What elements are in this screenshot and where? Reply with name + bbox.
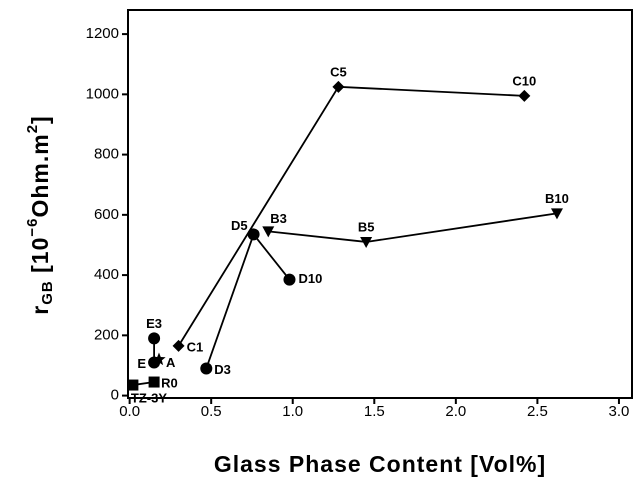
point-label: A	[166, 355, 176, 370]
point-label: R0	[161, 375, 178, 390]
point-label: C10	[512, 73, 536, 88]
point	[518, 89, 531, 102]
x-tick-label: 2.0	[445, 403, 466, 420]
point-label: C1	[187, 339, 204, 354]
point	[550, 208, 563, 220]
y-tick-label: 400	[94, 266, 119, 283]
point-label: D3	[214, 362, 231, 377]
point	[247, 228, 260, 241]
y-label-part: ]	[27, 115, 53, 124]
point-label: D5	[231, 218, 248, 233]
point-label: E3	[146, 316, 162, 331]
x-tick-label: 1.0	[282, 403, 303, 420]
y-label-sup: −6	[24, 218, 41, 237]
y-label-base: r	[27, 305, 53, 315]
point	[148, 376, 160, 388]
point-label: TZ-3Y	[131, 390, 167, 405]
y-tick-label: 1000	[86, 85, 119, 102]
point-label: C5	[330, 64, 347, 79]
y-label-sup: 2	[24, 124, 41, 133]
y-label-sub: GB	[39, 280, 56, 305]
point-label: B10	[545, 191, 569, 206]
x-tick-label: 0.5	[201, 403, 222, 420]
y-label-part: [10	[27, 237, 53, 281]
point	[200, 362, 213, 375]
point-label: D10	[298, 271, 322, 286]
point	[283, 273, 296, 286]
point	[127, 379, 139, 391]
y-tick-label: 200	[94, 326, 119, 343]
point	[262, 226, 275, 238]
x-axis-label: Glass Phase Content [Vol%]	[214, 451, 546, 477]
x-tick-label: 0.0	[119, 403, 140, 420]
point-label: B5	[358, 219, 375, 234]
x-tick-label: 2.5	[527, 403, 548, 420]
point	[152, 352, 166, 366]
series-line	[177, 85, 525, 347]
point-label: E	[137, 356, 146, 371]
y-axis-label: rGB [10−6Ohm.m2]	[24, 115, 56, 314]
point-label: B3	[270, 211, 287, 226]
x-tick-label: 3.0	[609, 403, 630, 420]
y-tick-label: 1200	[86, 25, 119, 42]
y-tick-label: 600	[94, 206, 119, 223]
point	[360, 236, 373, 248]
y-tick-label: 0	[111, 387, 119, 404]
point	[148, 332, 161, 345]
y-label-part: Ohm.m	[27, 133, 53, 217]
point	[332, 80, 345, 93]
y-tick-label: 800	[94, 146, 119, 163]
series-line	[268, 212, 558, 243]
series-line	[205, 232, 291, 369]
plot-frame	[127, 9, 633, 399]
point	[172, 339, 185, 352]
x-tick-label: 1.5	[364, 403, 385, 420]
